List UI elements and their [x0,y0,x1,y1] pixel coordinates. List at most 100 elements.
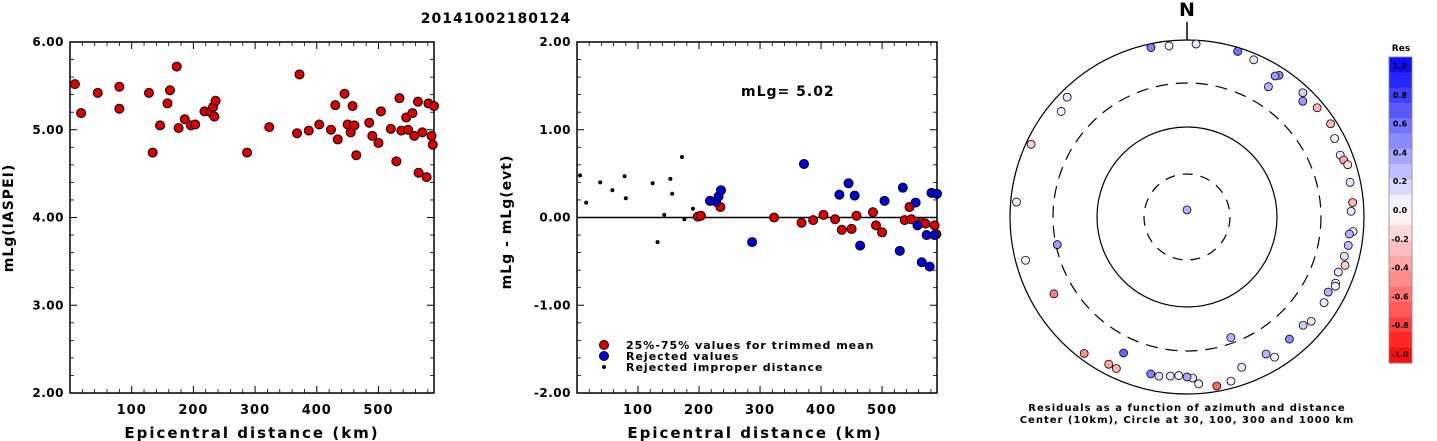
magnitude-point [413,167,424,178]
magnitude-point [407,108,418,119]
station-points [1012,39,1358,391]
colorbar-cell [1389,301,1412,318]
magnitude-point [143,87,154,98]
station-point [1049,289,1059,299]
colorbar-tick-label: -0.2 [1391,235,1409,244]
legend-label-trimmed-mean: 25%-75% values for trimmed mean [626,339,874,352]
residual-point-improper-distance [622,174,627,179]
colorbar-cell [1389,102,1412,119]
residual-point-rejected [834,189,845,200]
station-point [1331,281,1340,291]
station-point [1154,371,1164,381]
y-tick-label: 2.00 [539,35,571,49]
station-point [1298,320,1308,330]
colorbar-cell [1389,164,1412,180]
legend-marker-black [602,365,606,369]
station-point [1111,364,1121,373]
colorbar-tick-label: 1.0 [1393,62,1408,71]
station-point [1326,119,1335,129]
residual-point-trimmed-mean [769,212,780,223]
legend-label-improper-distance: Rejected improper distance [626,361,823,374]
magnitude-point [314,119,325,130]
x-tick-labels: 100 200 300 400 500 [117,403,393,418]
colorbar-cell [1389,271,1412,287]
north-label: N [1179,0,1195,21]
magnitude-point [394,93,405,104]
residual-point-trimmed-mean [846,223,857,234]
ring-300km [1052,82,1322,352]
colorbar-tick-label: 0.2 [1393,177,1407,186]
station-point [1264,82,1273,92]
azimuth-residual-plot: N Residuals as a function of azimuth and… [1009,0,1413,426]
colorbar-cell [1389,210,1412,226]
colorbar-cell [1389,87,1412,104]
magnitude-point [403,124,414,135]
magnitude-point [179,114,190,125]
residual-point-rejected [716,185,726,196]
y-tick-label: 6.00 [32,35,64,49]
station-point [1052,240,1062,249]
caption-line-1: Residuals as a function of azimuth and d… [1028,403,1345,414]
tick-marks [577,41,937,394]
colorbar-cell [1389,240,1412,257]
station-point [1104,359,1114,369]
y-tick-label: 4.00 [32,211,64,225]
station-point [1343,241,1353,250]
residual-point-trimmed-mean [836,224,847,235]
station-point [1298,96,1308,106]
magnitude-point [92,87,103,98]
magnitude-point [367,130,378,141]
residual-point-trimmed-mean [808,215,819,226]
station-point [1012,197,1021,207]
residual-point-improper-distance [623,196,628,201]
residual-point-rejected [929,230,940,241]
ring-100km [1096,126,1278,308]
magnitude-point [294,69,305,80]
station-point [1226,376,1236,386]
colorbar-cell [1389,133,1412,150]
magnitude-point [364,117,375,128]
station-point [1026,139,1036,149]
magnitude-point [164,85,175,96]
magnitude-point [190,119,201,130]
residual-point-improper-distance [584,200,589,205]
magnitude-point [427,139,438,150]
station-point [1062,92,1072,102]
colorbar-tick-label: -1.0 [1391,350,1409,359]
magnitude-point [69,79,80,90]
residual-point-rejected [855,240,866,251]
residual-point-improper-distance [670,191,675,196]
residual-point-rejected [924,261,935,272]
colorbar-cell [1389,194,1412,211]
station-point [1261,349,1271,359]
colorbar-tick-label: 0.4 [1393,148,1408,157]
data-points [69,61,439,183]
x-tick-label: 500 [867,403,897,418]
y-tick-labels: -2.00 -1.00 0.00 1.00 2.00 [534,35,571,400]
station-point [1345,177,1355,187]
station-point [1119,348,1128,358]
colorbar-cell [1389,225,1412,242]
legend: 25%-75% values for trimmed mean Rejected… [599,339,874,374]
station-point [1249,55,1259,65]
x-axis-label: Epicentral distance (km) [124,424,379,441]
station-point [1270,352,1279,362]
magnitude-point [375,106,386,117]
y-tick-label: -1.00 [534,298,571,312]
station-point [1021,255,1030,265]
residual-point-improper-distance [578,173,583,178]
station-point [1079,348,1089,358]
station-point [1323,287,1333,297]
magnitude-point [114,103,125,114]
magnitude-point [412,96,423,107]
colorbar-title: Res [1392,44,1410,54]
x-tick-label: 200 [178,403,208,418]
figure-title: 20141002180124 [421,11,571,27]
residual-point-rejected [897,182,908,193]
station-point [1312,103,1322,113]
y-tick-label: 3.00 [32,298,64,312]
residual-point-improper-distance [682,217,687,222]
station-point [1319,298,1329,308]
station-point [1165,371,1175,381]
